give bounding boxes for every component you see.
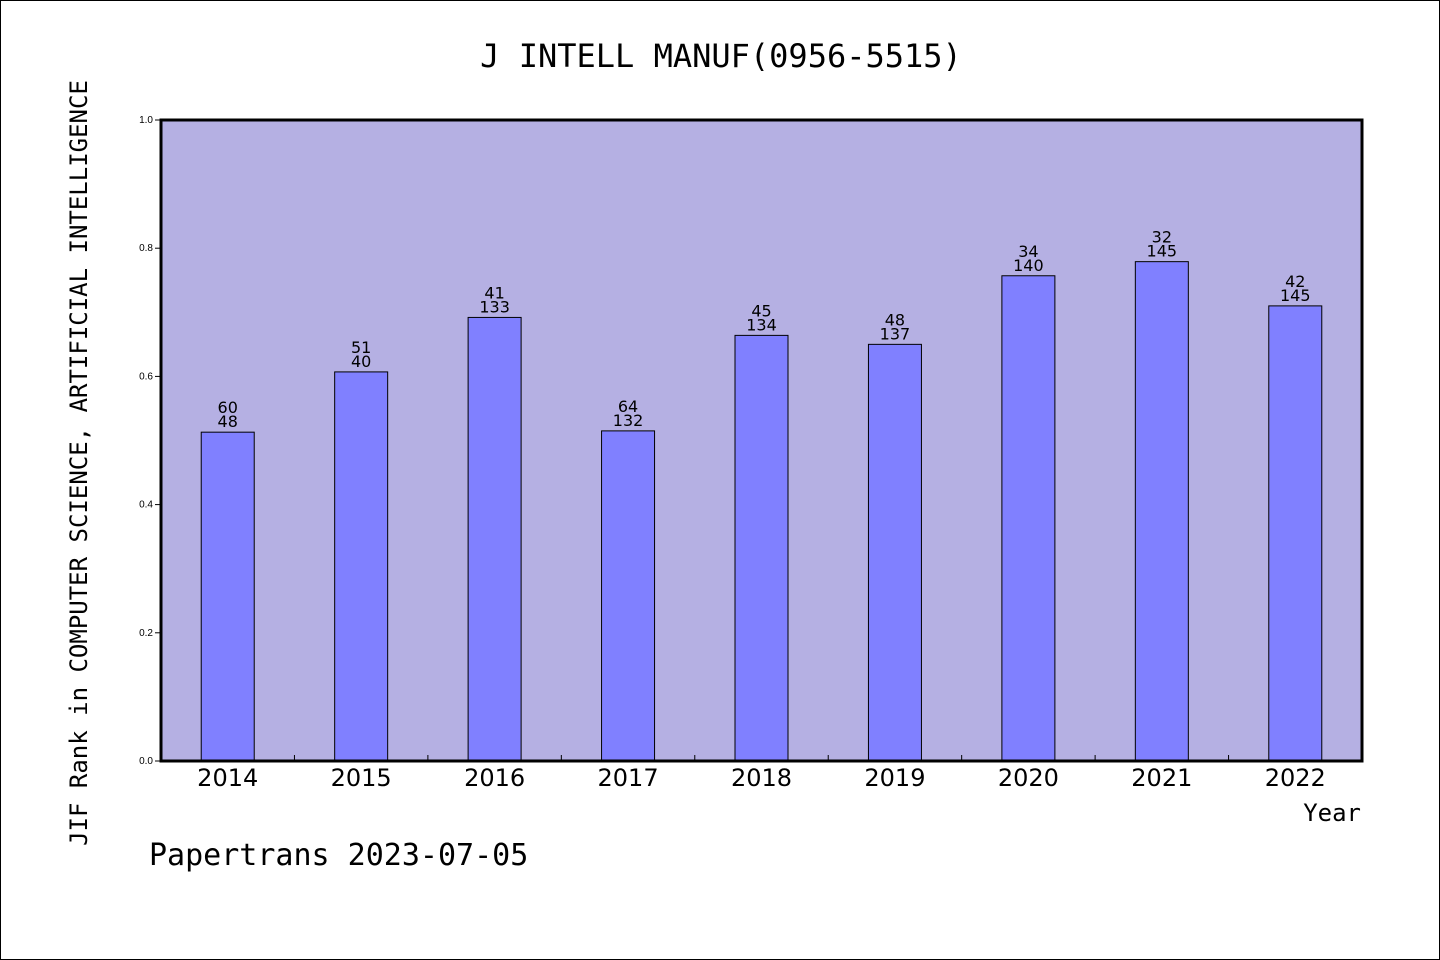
y-tick-label-0.6: 0.6: [139, 371, 153, 382]
chart-title: J INTELL MANUF(0956-5515): [480, 37, 962, 75]
bar-rank-label-2020: 34: [1018, 242, 1038, 261]
bar-total-label-2014: 48: [218, 412, 238, 431]
bar-rank-label-2016: 41: [484, 283, 504, 302]
bar-rank-label-2018: 45: [751, 301, 771, 320]
x-tick-label-2016: 2016: [464, 764, 525, 792]
bar-total-label-2015: 40: [351, 352, 371, 371]
bar-rank-label-2019: 48: [885, 310, 905, 329]
x-axis-label: Year: [1303, 799, 1361, 827]
bar-2019: [867, 343, 922, 762]
bar-2020: [1001, 275, 1056, 762]
bar-rank-label-2014: 60: [218, 398, 238, 417]
bar-total-label-2017: 132: [613, 411, 644, 430]
bar-2017: [601, 430, 656, 762]
bar-total-label-2018: 134: [746, 315, 777, 334]
bar-2016: [467, 316, 522, 762]
bar-2015: [334, 371, 389, 762]
x-tick-label-2021: 2021: [1131, 764, 1192, 792]
bar-rank-label-2017: 64: [618, 397, 638, 416]
bar-total-label-2022: 145: [1280, 286, 1311, 305]
y-axis-label: JIF Rank in COMPUTER SCIENCE, ARTIFICIAL…: [65, 80, 93, 846]
bar-rank-label-2021: 32: [1152, 228, 1172, 247]
bar-2018: [734, 334, 789, 762]
y-tick-label-0.4: 0.4: [139, 500, 153, 511]
y-tick-label-0.2: 0.2: [139, 628, 153, 639]
plot-frame: [159, 118, 1364, 763]
y-tick-label-0.0: 0.0: [139, 756, 153, 767]
ticks-layer: 2014 2015 2016 2017 2018 2019 2020 2021 2022 0.0 0…: [139, 115, 1326, 792]
x-tick-label-2020: 2020: [998, 764, 1059, 792]
bars-layer: [200, 261, 1323, 762]
x-tick-label-2022: 2022: [1265, 764, 1326, 792]
bar-total-label-2020: 140: [1013, 256, 1044, 275]
bar-total-label-2021: 145: [1147, 242, 1178, 261]
x-tick-label-2015: 2015: [331, 764, 392, 792]
x-tick-label-2019: 2019: [864, 764, 925, 792]
bar-rank-label-2015: 51: [351, 338, 371, 357]
y-tick-label-0.8: 0.8: [139, 243, 153, 254]
footer-credit: Papertrans 2023-07-05: [149, 838, 528, 873]
bar-total-label-2019: 137: [880, 324, 911, 343]
x-tick-label-2018: 2018: [731, 764, 792, 792]
x-tick-label-2017: 2017: [598, 764, 659, 792]
bar-2021: [1134, 261, 1189, 762]
bar-total-label-2016: 133: [479, 297, 510, 316]
bar-2014: [200, 431, 255, 762]
x-tick-label-2014: 2014: [197, 764, 258, 792]
bar-2022: [1268, 305, 1323, 762]
y-tick-label-1.0: 1.0: [139, 115, 153, 126]
bar-rank-label-2022: 42: [1285, 272, 1305, 291]
